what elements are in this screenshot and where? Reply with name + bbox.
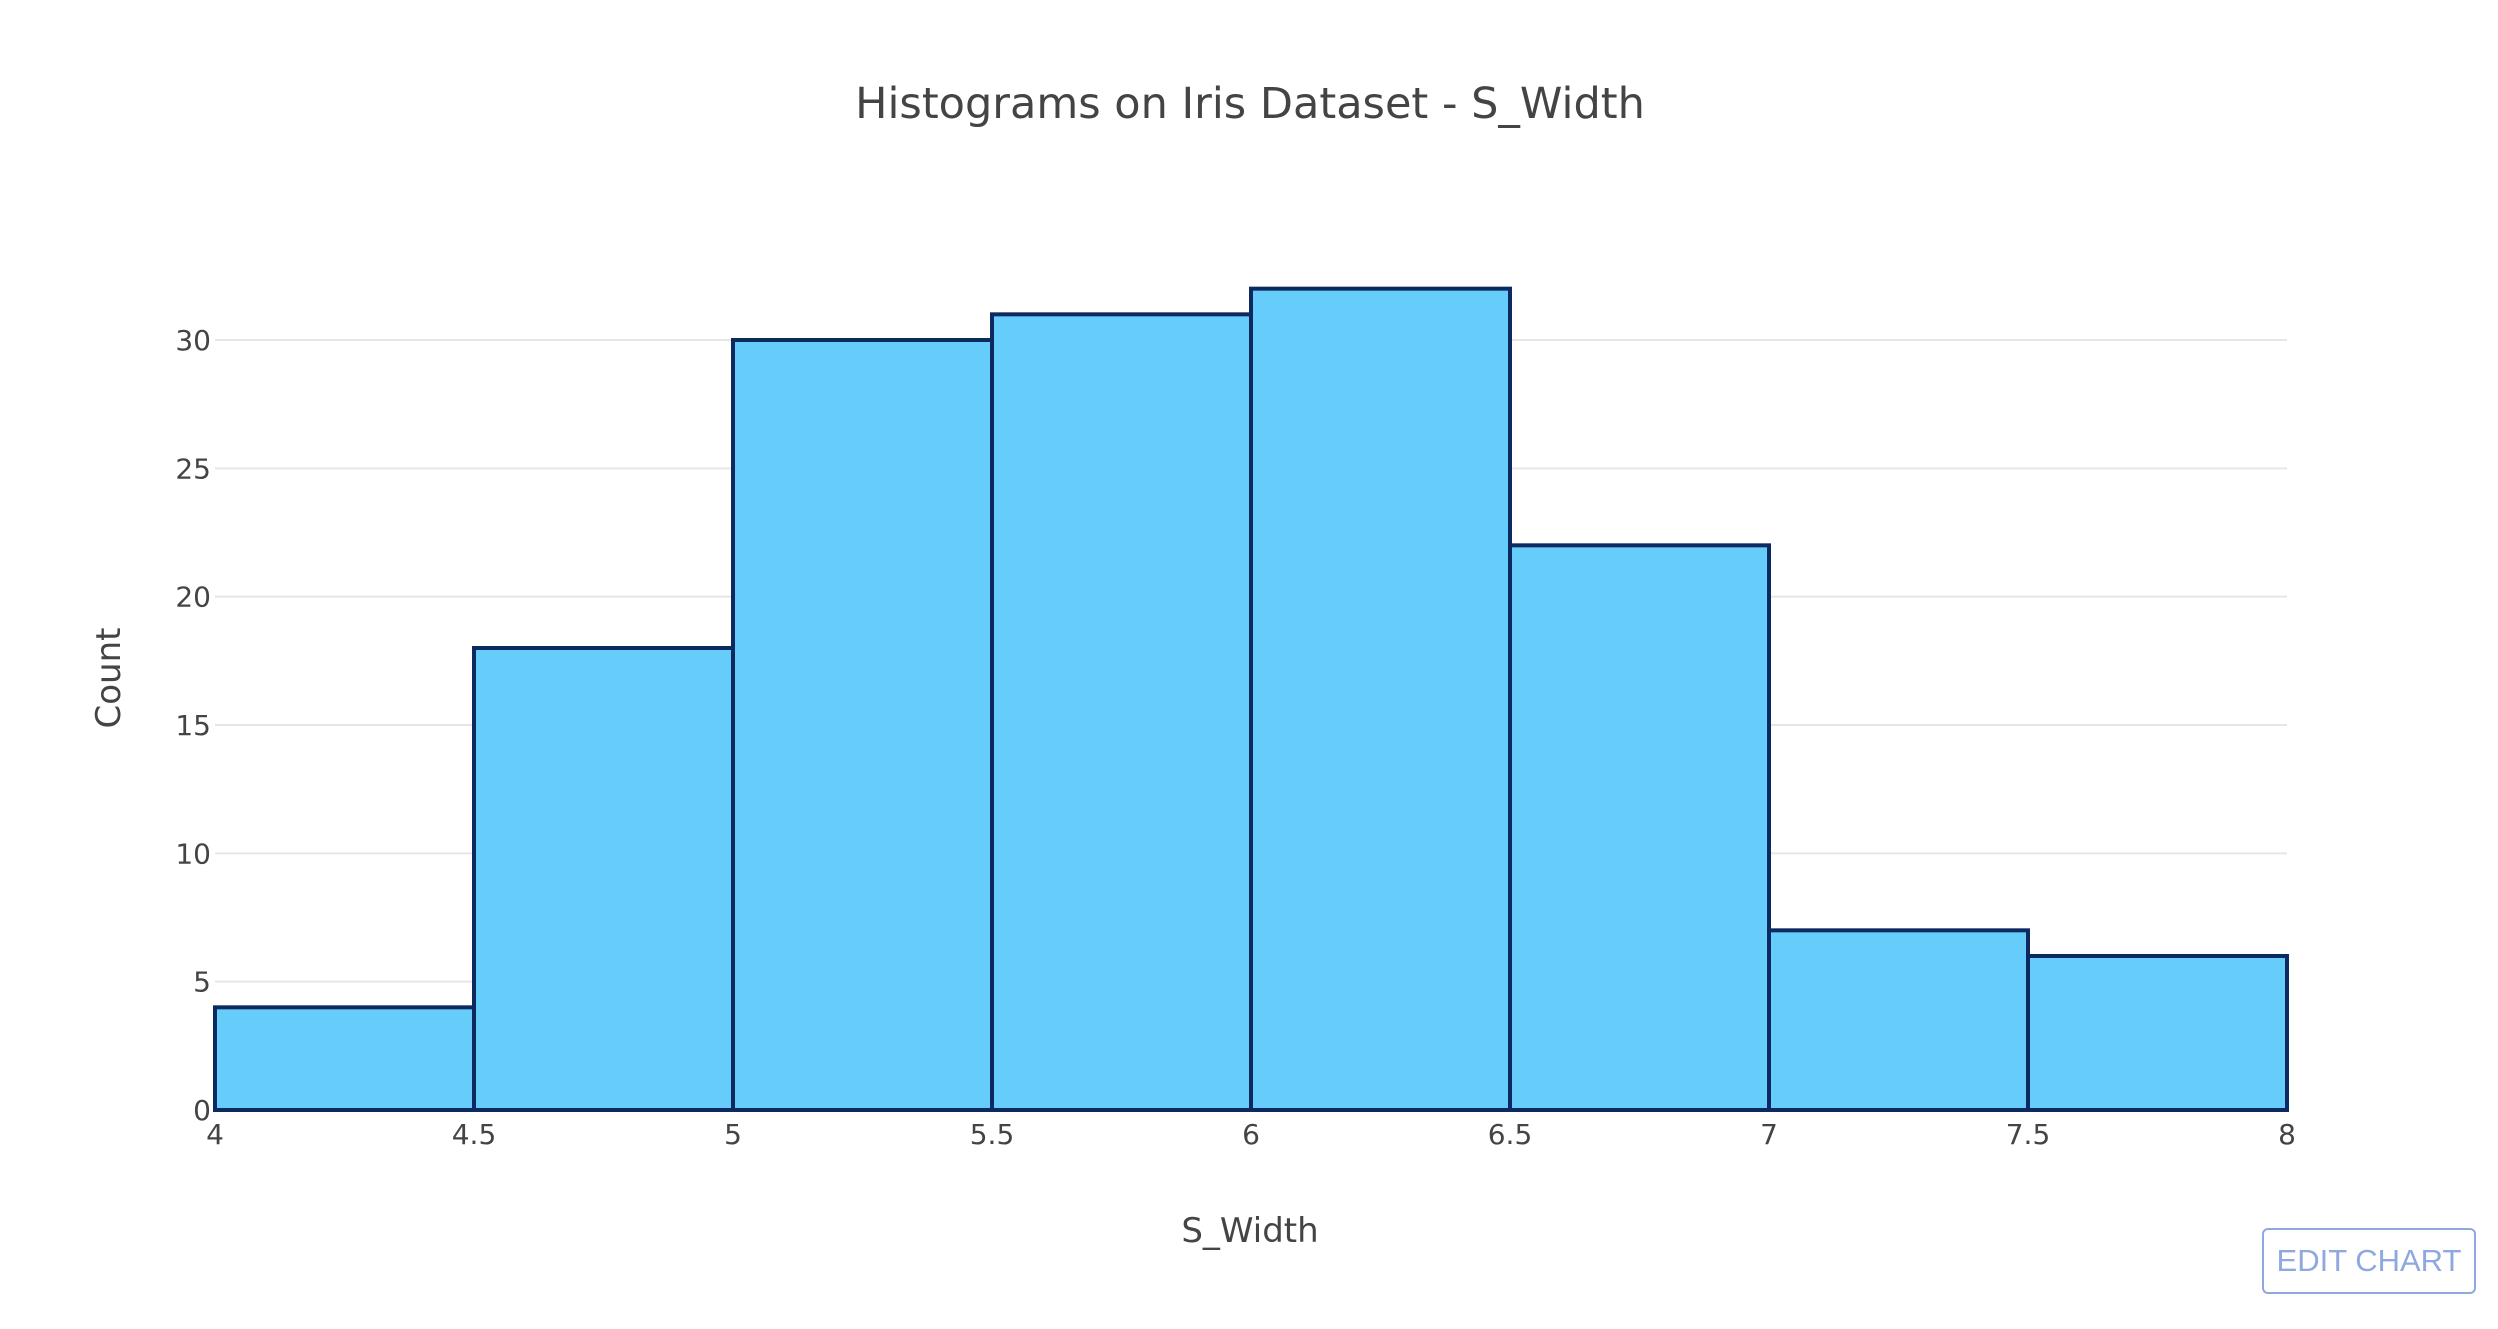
- bars: [213, 286, 2289, 1113]
- x-tick-label: 5: [724, 1118, 742, 1151]
- histogram-bar[interactable]: [213, 1005, 476, 1112]
- y-tick-label: 15: [175, 709, 211, 742]
- x-tick-label: 5.5: [970, 1118, 1015, 1151]
- histogram-bar[interactable]: [990, 312, 1253, 1113]
- y-axis-title: Count: [89, 628, 129, 729]
- histogram-bar[interactable]: [472, 646, 735, 1112]
- x-axis-title: S_Width: [1181, 1211, 1318, 1251]
- edit-chart-button[interactable]: EDIT CHART: [2262, 1228, 2476, 1294]
- x-tick-label: 6: [1242, 1118, 1260, 1151]
- x-tick-label: 4.5: [452, 1118, 497, 1151]
- x-tick-label: 6.5: [1488, 1118, 1533, 1151]
- chart-title: Histograms on Iris Dataset - S_Width: [855, 79, 1645, 129]
- histogram-bar[interactable]: [1508, 543, 1771, 1112]
- y-tick-label: 25: [175, 452, 211, 485]
- y-tick-label: 5: [193, 966, 211, 999]
- x-tick-label: 4: [206, 1118, 224, 1151]
- histogram-bar[interactable]: [1249, 286, 1512, 1112]
- x-tick-label: 7: [1760, 1118, 1778, 1151]
- y-tick-label: 20: [175, 581, 211, 614]
- histogram-bar[interactable]: [1767, 928, 2030, 1112]
- x-tick-label: 8: [2278, 1118, 2296, 1151]
- histogram-bar[interactable]: [731, 338, 994, 1112]
- y-tick-label: 10: [175, 837, 211, 870]
- axes: 0 5 10 15 20 25 30 4 4.5 5 5.5 6 6.5 7 7.5 8: [175, 324, 2296, 1151]
- y-tick-label: 0: [193, 1094, 211, 1127]
- histogram-bar[interactable]: [2026, 954, 2289, 1112]
- x-tick-label: 7.5: [2006, 1118, 2051, 1151]
- y-tick-label: 30: [175, 324, 211, 357]
